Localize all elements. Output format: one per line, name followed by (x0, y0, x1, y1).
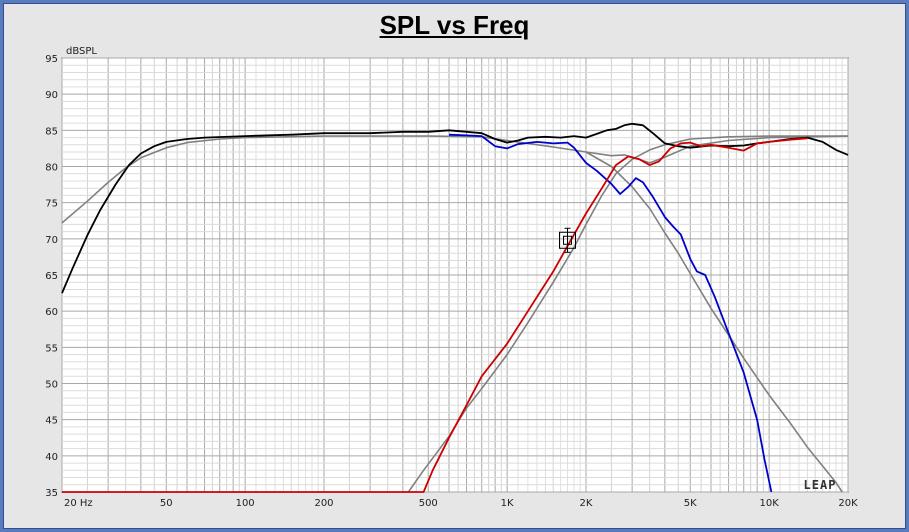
series-line (61, 122, 849, 294)
x-tick-label: 100 (236, 498, 255, 509)
x-tick-label: 1K (501, 498, 514, 509)
series-group (61, 122, 849, 493)
y-tick-label: 80 (45, 163, 58, 174)
y-tick-label: 90 (45, 90, 58, 101)
x-axis: 20 Hz 50 100 200 500 1K 2K 5K 10K 20K (64, 498, 858, 509)
x-tick-label: 50 (160, 498, 173, 509)
y-tick-label: 40 (45, 452, 58, 463)
x-tick-label: 20K (838, 498, 858, 509)
y-tick-label: 65 (45, 271, 58, 282)
y-tick-label: 75 (45, 199, 58, 210)
x-tick-label: 200 (314, 498, 333, 509)
x-tick-label: 10K (759, 498, 779, 509)
series-line (448, 133, 773, 493)
y-tick-label: 50 (45, 380, 58, 391)
chart-title: SPL vs Freq (379, 10, 530, 40)
y-tick-label: 55 (45, 343, 58, 354)
y-tick-label: 95 (45, 54, 58, 65)
leap-watermark: LEAP (804, 478, 837, 492)
x-tick-label: 5K (684, 498, 697, 509)
x-tick-label: 20 Hz (64, 498, 93, 509)
cursor-marker[interactable] (559, 227, 577, 253)
y-axis-label: dBSPL (66, 46, 97, 57)
y-tick-label: 45 (45, 416, 58, 427)
series-line (61, 135, 849, 224)
y-tick-label: 35 (45, 488, 58, 499)
series-line (407, 135, 848, 493)
y-tick-label: 60 (45, 307, 58, 318)
series-line (62, 137, 808, 493)
y-axis: 35 40 45 50 55 60 65 70 75 80 85 90 95 (45, 54, 58, 499)
y-tick-label: 85 (45, 126, 58, 137)
x-tick-label: 2K (580, 498, 593, 509)
x-tick-label: 500 (419, 498, 438, 509)
y-tick-label: 70 (45, 235, 58, 246)
